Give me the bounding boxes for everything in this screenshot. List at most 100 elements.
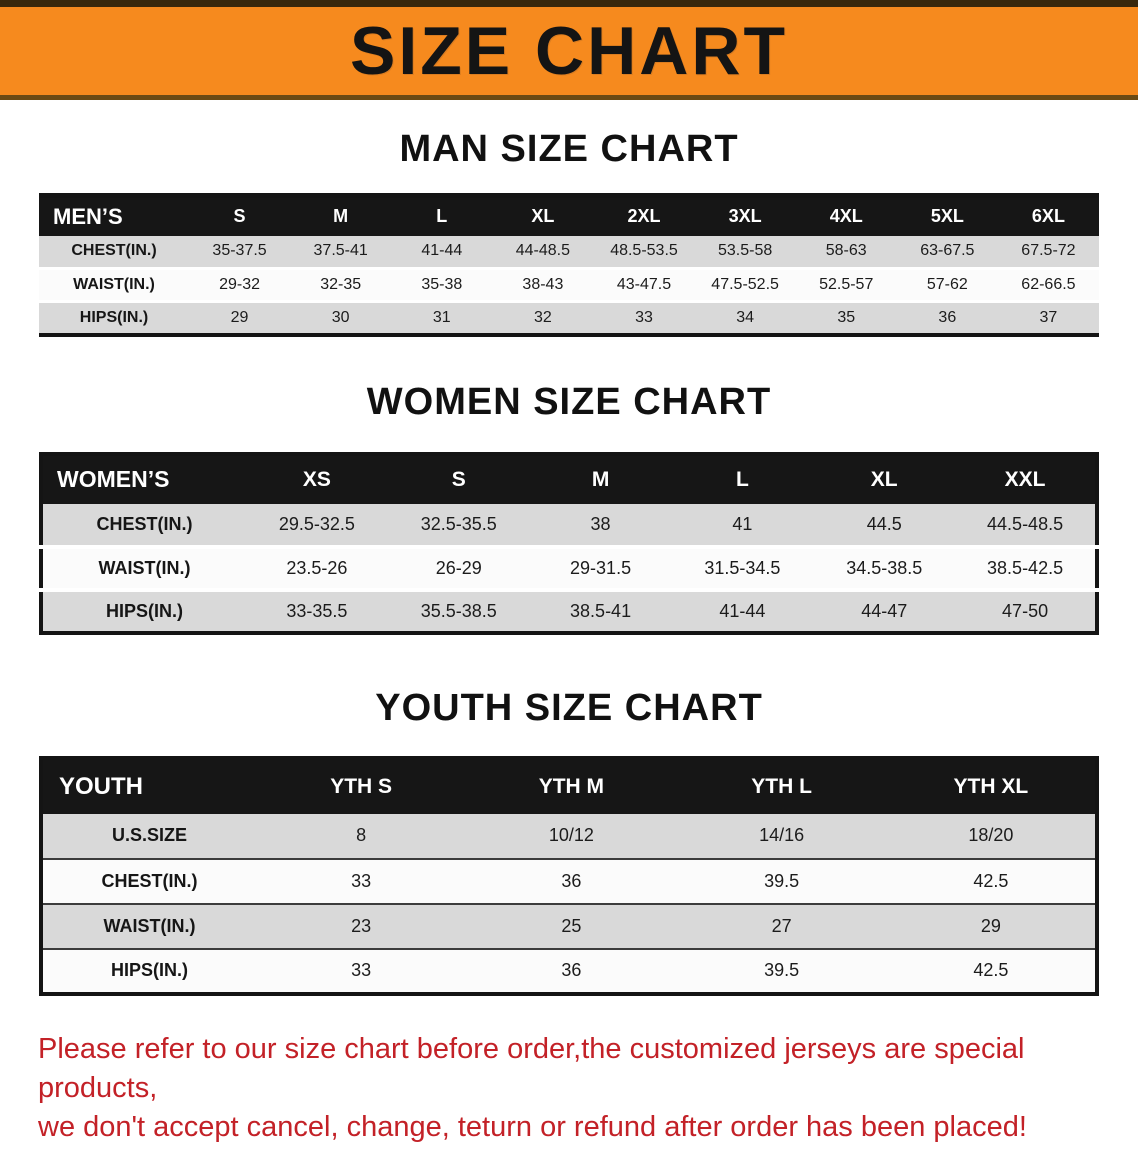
- value-cell: 27: [771, 915, 792, 936]
- value-cell: 31.5-34.5: [704, 557, 781, 578]
- value-cell: 35-38: [421, 276, 463, 293]
- value-cell: 38.5-42.5: [987, 557, 1064, 578]
- value-cell: 36: [938, 308, 957, 326]
- youth-size-chart-section: YOUTH SIZE CHART YOUTH YTH S YTH M YTH L YTH…: [0, 687, 1138, 996]
- table-title-cell: WOMEN’S: [41, 453, 246, 504]
- row-label-cell: WAIST(IN.): [98, 557, 191, 578]
- size-header-cell: YTH S: [256, 757, 467, 814]
- value-cell: 32-35: [320, 276, 362, 293]
- table-row: HIPS(IN.) 33-35.5 35.5-38.5 38.5-41 41-44 44-…: [41, 589, 1097, 633]
- value-cell: 44.5: [866, 513, 902, 534]
- size-header-cell: M: [529, 453, 672, 504]
- value-cell: 57-62: [926, 276, 968, 293]
- charts-main: MAN SIZE CHART MEN’S S M L XL 2XL 3XL 4XL 5XL 6XL…: [0, 128, 1138, 1175]
- youth-size-table: YOUTH YTH S YTH M YTH L YTH XL U.S.SIZE 8 10/12…: [39, 755, 1099, 996]
- size-header-cell: L: [391, 195, 493, 236]
- value-cell: 33: [351, 960, 372, 980]
- value-cell: 10/12: [548, 825, 594, 845]
- value-cell: 39.5: [764, 870, 800, 891]
- size-header-cell: YTH L: [676, 757, 887, 814]
- value-cell: 44.5-48.5: [987, 513, 1064, 534]
- women-chart-heading: WOMEN SIZE CHART: [366, 380, 772, 423]
- value-cell: 58-63: [825, 242, 867, 260]
- banner: SIZE CHART: [0, 0, 1138, 100]
- value-cell: 63-67.5: [920, 242, 975, 260]
- size-header-cell: 6XL: [997, 195, 1099, 236]
- size-header-cell: YTH M: [466, 757, 677, 814]
- size-header-cell: S: [387, 453, 530, 504]
- value-cell: 33: [635, 308, 653, 326]
- value-cell: 41: [732, 513, 753, 534]
- value-cell: 14/16: [759, 825, 805, 845]
- row-label-cell: CHEST(IN.): [71, 242, 157, 260]
- youth-chart-heading: YOUTH SIZE CHART: [375, 686, 763, 729]
- value-cell: 38-43: [522, 276, 564, 293]
- value-cell: 35-37.5: [212, 242, 267, 260]
- value-cell: 29: [230, 308, 249, 326]
- size-header-cell: XXL: [955, 453, 1097, 504]
- size-header-cell: 4XL: [795, 195, 897, 236]
- size-header-cell: 3XL: [694, 195, 796, 236]
- value-cell: 32: [533, 308, 552, 326]
- value-cell: 35.5-38.5: [420, 600, 497, 621]
- value-cell: 36: [561, 960, 582, 980]
- value-cell: 35: [837, 308, 856, 326]
- row-label-cell: WAIST(IN.): [73, 276, 155, 293]
- row-label-cell: CHEST(IN.): [101, 870, 198, 891]
- value-cell: 36: [561, 870, 582, 891]
- row-label-cell: HIPS(IN.): [110, 960, 188, 980]
- order-policy-note: Please refer to our size chart before or…: [0, 1030, 1138, 1175]
- value-cell: 41-44: [421, 242, 463, 260]
- value-cell: 34: [736, 308, 754, 326]
- value-cell: 47.5-52.5: [711, 276, 779, 293]
- value-cell: 34.5-38.5: [846, 557, 923, 578]
- value-cell: 37: [1039, 308, 1058, 326]
- size-header-cell: M: [290, 195, 392, 236]
- value-cell: 41-44: [719, 600, 766, 621]
- value-cell: 37.5-41: [313, 242, 368, 260]
- table-row: CHEST(IN.) 29.5-32.5 32.5-35.5 38 41 44.5 44.5…: [41, 503, 1097, 547]
- size-header-cell: S: [189, 195, 291, 236]
- value-cell: 18/20: [968, 825, 1014, 845]
- men-size-chart-section: MAN SIZE CHART MEN’S S M L XL 2XL 3XL 4XL 5XL 6XL…: [0, 128, 1138, 337]
- policy-line-2: we don't accept cancel, change, teturn o…: [38, 1110, 1027, 1143]
- value-cell: 44-47: [861, 600, 908, 621]
- page-title: SIZE CHART: [350, 13, 788, 89]
- value-cell: 31: [432, 308, 451, 326]
- table-row: CHEST(IN.) 35-37.5 37.5-41 41-44 44-48.5 48.5…: [39, 235, 1099, 269]
- men-chart-heading: MAN SIZE CHART: [399, 128, 739, 170]
- value-cell: 67.5-72: [1021, 242, 1076, 260]
- value-cell: 33-35.5: [286, 600, 348, 621]
- value-cell: 38: [590, 513, 611, 534]
- value-cell: 52.5-57: [819, 276, 874, 293]
- size-header-cell: XL: [492, 195, 594, 236]
- table-row: HIPS(IN.) 33 36 39.5 42.5: [41, 948, 1097, 994]
- header-row: WOMEN’S XS S M L XL XXL: [41, 453, 1097, 504]
- table-title-cell: YOUTH: [41, 757, 256, 814]
- value-cell: 44-48.5: [515, 242, 571, 260]
- value-cell: 62-66.5: [1021, 276, 1076, 293]
- table-row: WAIST(IN.) 23 25 27 29: [41, 903, 1097, 949]
- header-row: YOUTH YTH S YTH M YTH L YTH XL: [41, 757, 1097, 814]
- row-label-cell: HIPS(IN.): [79, 308, 149, 326]
- row-label-cell: CHEST(IN.): [96, 513, 193, 534]
- table-row: CHEST(IN.) 33 36 39.5 42.5: [41, 858, 1097, 904]
- size-header-cell: L: [671, 453, 814, 504]
- size-header-cell: XL: [813, 453, 956, 504]
- women-size-chart-section: WOMEN SIZE CHART WOMEN’S XS S M L XL XXL CHEST(…: [0, 381, 1138, 635]
- policy-line-1: Please refer to our size chart before or…: [38, 1032, 1025, 1104]
- row-label-cell: HIPS(IN.): [105, 600, 183, 621]
- value-cell: 29: [980, 915, 1001, 936]
- size-header-cell: 5XL: [896, 195, 998, 236]
- size-header-cell: XS: [246, 453, 388, 504]
- value-cell: 23.5-26: [286, 557, 348, 578]
- value-cell: 26-29: [435, 557, 482, 578]
- row-label-cell: U.S.SIZE: [111, 825, 187, 845]
- value-cell: 29-31.5: [570, 557, 632, 578]
- table-row: WAIST(IN.) 23.5-26 26-29 29-31.5 31.5-34.5 34…: [41, 546, 1097, 590]
- value-cell: 25: [561, 915, 582, 936]
- header-row: MEN’S S M L XL 2XL 3XL 4XL 5XL 6XL: [39, 195, 1099, 236]
- value-cell: 47-50: [1002, 600, 1049, 621]
- value-cell: 32.5-35.5: [420, 513, 497, 534]
